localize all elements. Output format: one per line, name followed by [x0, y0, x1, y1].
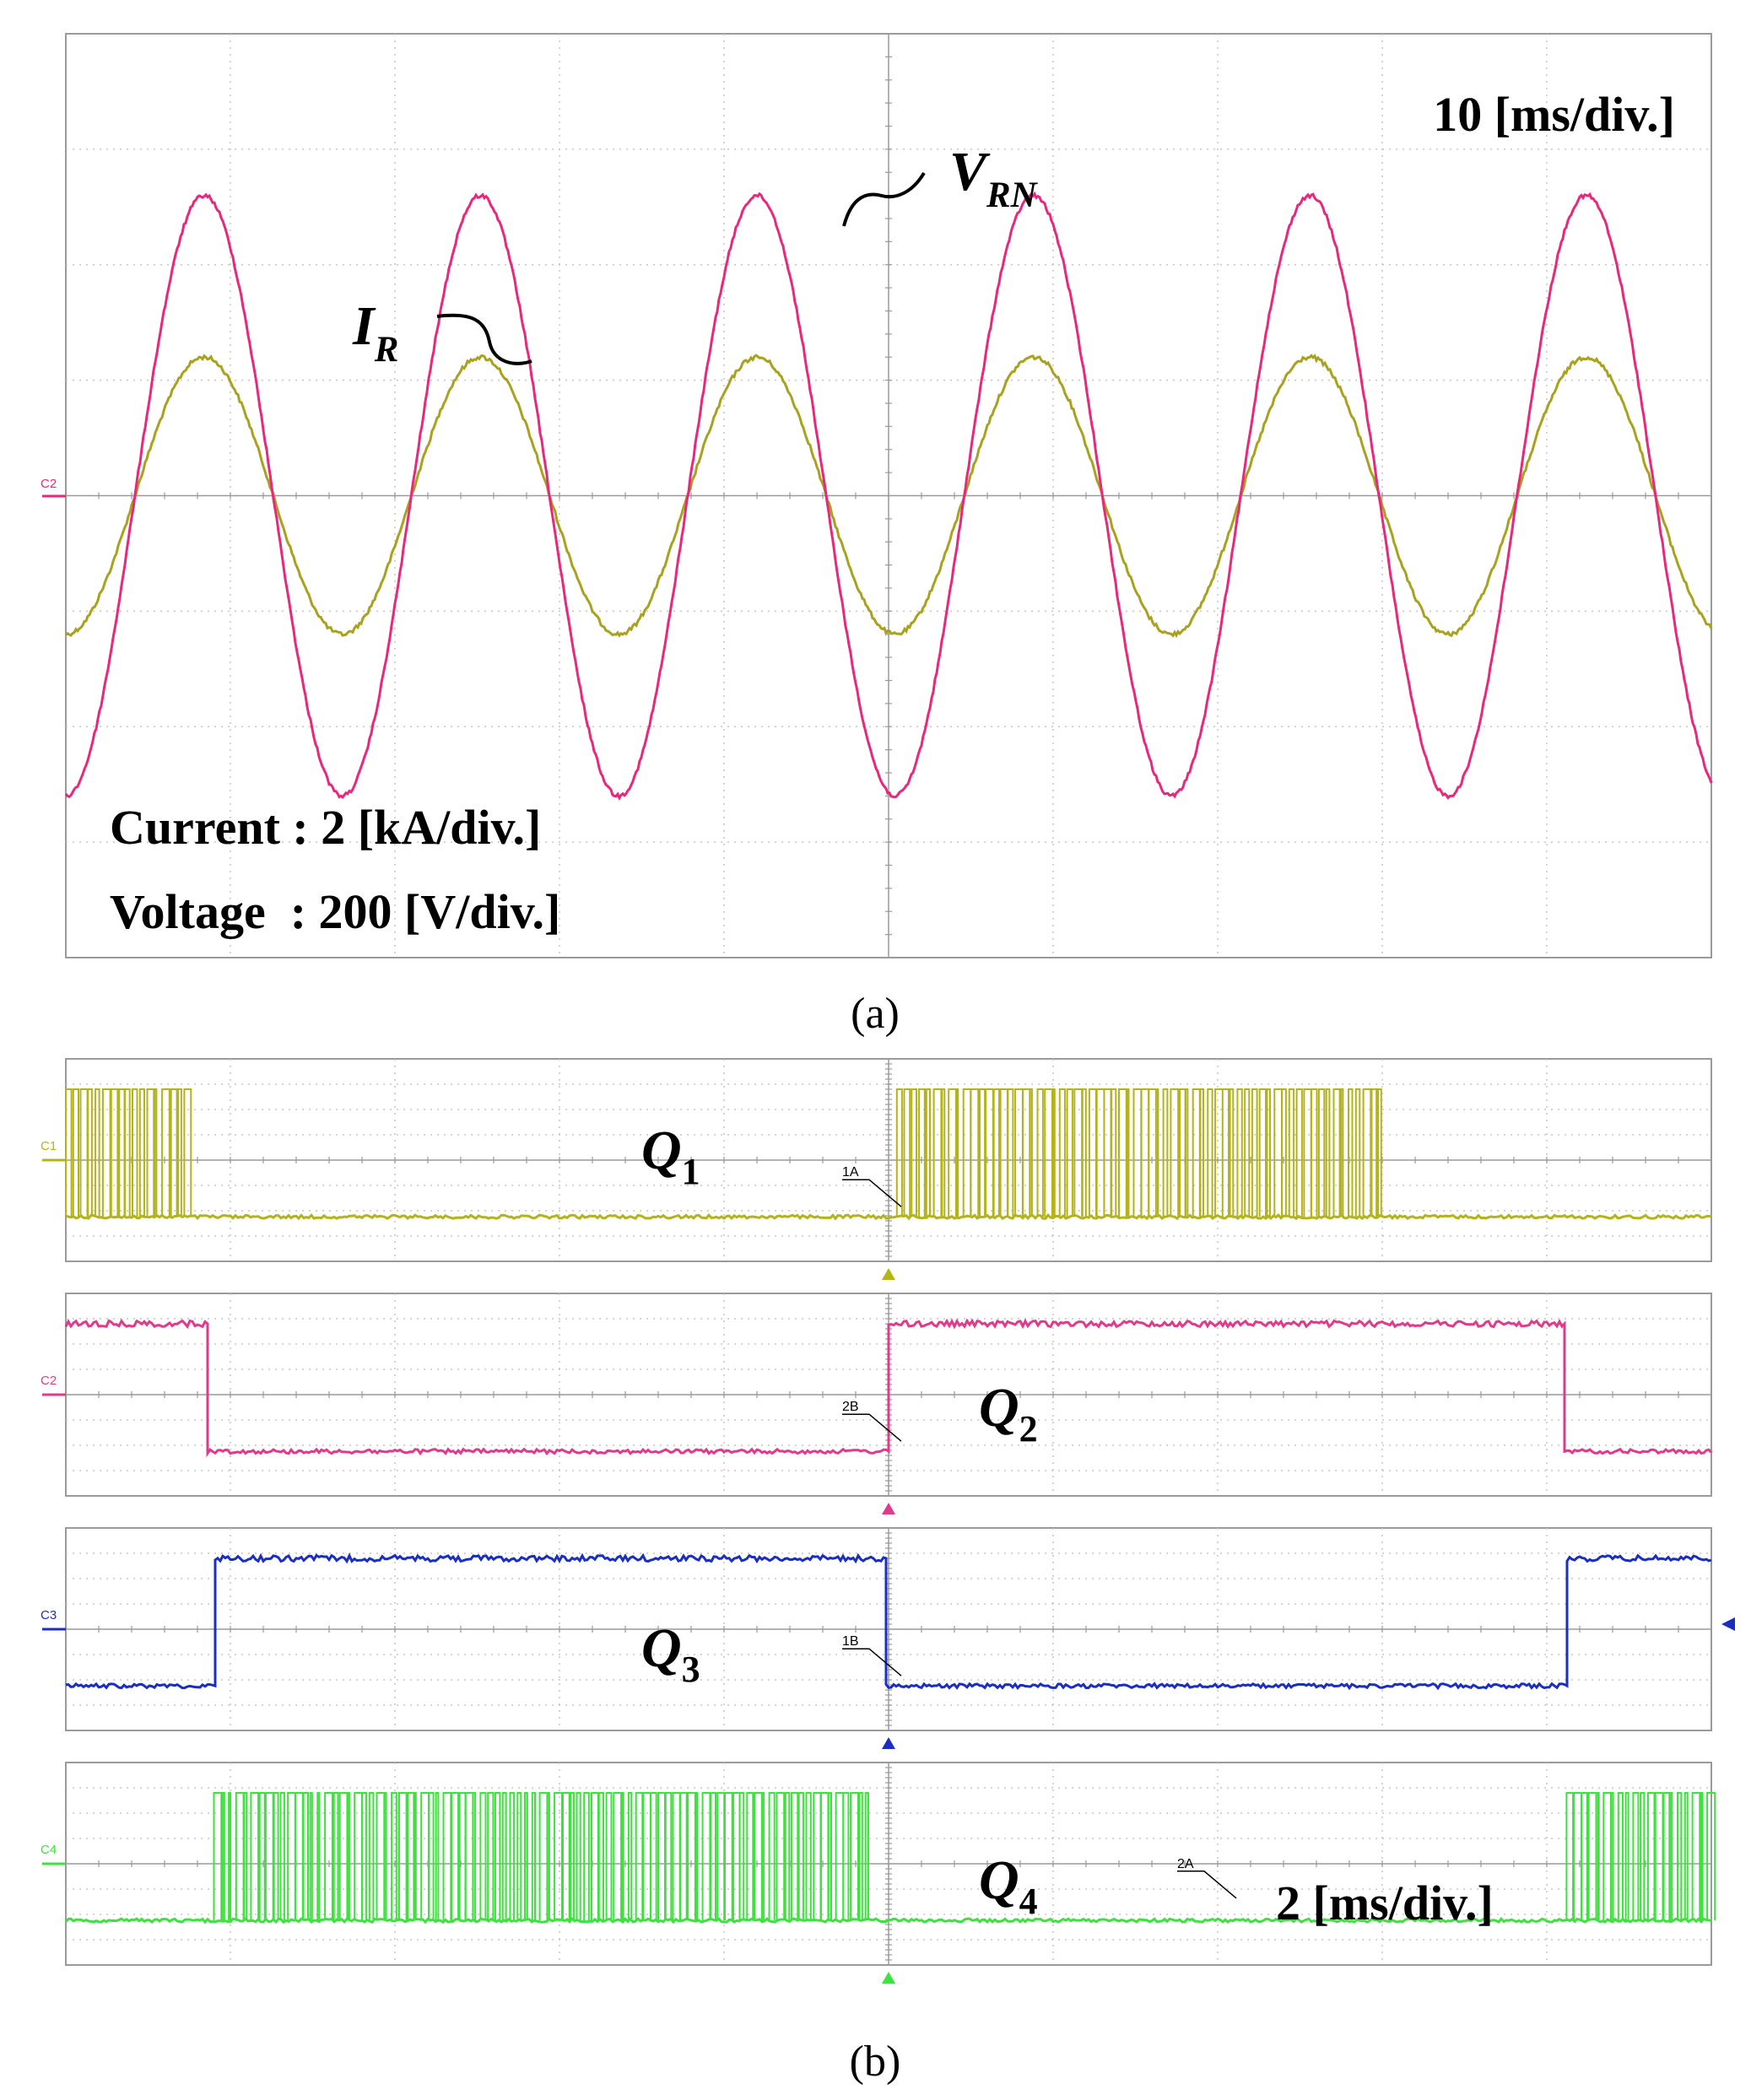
cursor-tag-q3: 1B — [842, 1634, 859, 1649]
series-label-text: IR — [352, 295, 398, 370]
series-label-text: VRN — [949, 141, 1039, 215]
trigger-arrow-icon — [882, 1268, 895, 1280]
channel-panel-q2: C2 2B Q2 — [41, 1293, 1713, 1514]
voltage-scale-label: Voltage : 200 [V/div.] — [110, 884, 560, 939]
cursor-leader — [842, 1413, 902, 1442]
q-label-q1: Q1 — [641, 1120, 700, 1192]
ir-leader-line — [436, 313, 532, 365]
channel-marker-a: C2 — [41, 477, 57, 491]
vrn-leader-line — [842, 171, 926, 227]
trigger-arrow-icon — [882, 1737, 895, 1749]
trace-q4-pulses — [213, 1792, 1716, 1921]
channel-marker-q3: C3 — [41, 1608, 57, 1622]
panel-a-traces — [64, 191, 1713, 802]
series-label-vrn: VRN — [842, 141, 1039, 227]
channel-panel-q4: C4 2A Q4 — [41, 1762, 1716, 1984]
cursor-leader — [842, 1648, 902, 1676]
caption-b: (b) — [850, 2038, 901, 2086]
channel-marker-q4: C4 — [41, 1843, 57, 1857]
panel-a-grid — [65, 33, 1712, 958]
q3-right-marker-icon — [1721, 1617, 1735, 1631]
panel-a-scope: 10 [ms/div.] Current : 2 [kA/div.] Volta… — [41, 33, 1713, 958]
trigger-arrow-icon — [882, 1972, 895, 1984]
trigger-arrow-icon — [882, 1503, 895, 1514]
q-label-q2: Q2 — [979, 1377, 1038, 1449]
timebase-label-b: 2 [ms/div.] — [1276, 1876, 1494, 1930]
trace-vrn — [64, 191, 1713, 802]
cursor-leader — [842, 1179, 902, 1207]
cursor-leader — [1177, 1871, 1237, 1899]
series-label-ir: IR — [352, 295, 532, 370]
trace-q3 — [65, 1552, 1712, 1691]
caption-a: (a) — [851, 990, 900, 1038]
q-label-q3: Q3 — [641, 1617, 700, 1690]
timebase-label-a: 10 [ms/div.] — [1433, 87, 1675, 142]
panel-b-gate-signals: C1 1A Q1 C2 2B Q2 C3 1B Q3 C4 2A Q4 — [41, 1058, 1735, 1984]
channel-marker-q1: C1 — [41, 1139, 57, 1153]
channel-panel-q3: C3 1B Q3 — [41, 1527, 1712, 1749]
q-label-q4: Q4 — [979, 1849, 1038, 1922]
cursor-tag-q4: 2A — [1177, 1857, 1194, 1871]
trace-q1-baseline — [65, 1212, 1712, 1221]
channel-marker-q2: C2 — [41, 1374, 57, 1388]
channel-panel-q1: C1 1A Q1 — [41, 1058, 1712, 1280]
current-scale-label: Current : 2 [kA/div.] — [110, 800, 541, 855]
trace-q2 — [64, 1318, 1713, 1458]
cursor-tag-q1: 1A — [842, 1165, 859, 1180]
cursor-tag-q2: 2B — [842, 1400, 859, 1414]
trace-q1-pulses — [65, 1088, 1382, 1217]
trace-ir — [64, 354, 1713, 639]
